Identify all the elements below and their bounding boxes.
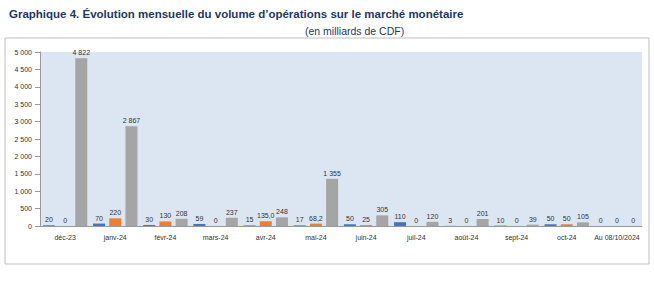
svg-text:39: 39 [529,216,537,223]
svg-text:2 000: 2 000 [14,153,32,160]
svg-text:0: 0 [28,223,32,230]
svg-text:237: 237 [226,209,238,216]
svg-text:0: 0 [414,217,418,224]
svg-text:59: 59 [195,215,203,222]
svg-text:juin-24: juin-24 [355,234,377,242]
svg-text:sept-24: sept-24 [505,234,528,242]
svg-text:0: 0 [464,217,468,224]
svg-text:20: 20 [45,216,53,223]
svg-text:mars-24: mars-24 [203,234,229,241]
svg-text:oct-24: oct-24 [557,234,577,241]
svg-text:5 000: 5 000 [14,49,32,56]
svg-text:4 822: 4 822 [73,49,91,56]
svg-text:3 500: 3 500 [14,101,32,108]
svg-text:220: 220 [109,209,121,216]
svg-text:105: 105 [577,213,589,220]
svg-text:135,0: 135,0 [257,212,275,219]
svg-text:208: 208 [176,210,188,217]
svg-text:1 355: 1 355 [323,170,341,177]
svg-text:4 500: 4 500 [14,66,32,73]
svg-text:500: 500 [20,205,32,212]
svg-text:0: 0 [214,217,218,224]
svg-text:2 500: 2 500 [14,136,32,143]
svg-text:déc-23: déc-23 [54,234,76,241]
svg-text:Graphique 4. Évolution mensuel: Graphique 4. Évolution mensuelle du volu… [9,8,463,20]
svg-text:70: 70 [95,215,103,222]
svg-text:Au 08/10/2024: Au 08/10/2024 [594,234,640,241]
svg-text:févr-24: févr-24 [155,234,177,241]
svg-text:1 000: 1 000 [14,188,32,195]
svg-text:305: 305 [376,206,388,213]
svg-text:25: 25 [362,216,370,223]
svg-text:120: 120 [427,213,439,220]
svg-text:15: 15 [246,216,254,223]
svg-text:4 000: 4 000 [14,83,32,90]
svg-text:0: 0 [515,217,519,224]
svg-text:(en milliards de CDF): (en milliards de CDF) [305,25,404,37]
svg-text:17: 17 [296,216,304,223]
svg-text:0: 0 [631,217,635,224]
svg-text:50: 50 [563,215,571,222]
svg-text:3 000: 3 000 [14,118,32,125]
svg-text:50: 50 [547,215,555,222]
svg-text:0: 0 [599,217,603,224]
svg-text:68,2: 68,2 [309,215,323,222]
svg-text:3: 3 [448,217,452,224]
svg-text:juil-24: juil-24 [406,234,426,242]
svg-text:août-24: août-24 [455,234,479,241]
svg-text:janv-24: janv-24 [103,234,127,242]
svg-text:130: 130 [160,212,172,219]
svg-text:50: 50 [346,215,354,222]
svg-text:0: 0 [615,217,619,224]
svg-text:0: 0 [63,217,67,224]
svg-text:mai-24: mai-24 [305,234,327,241]
svg-text:201: 201 [477,210,489,217]
svg-text:30: 30 [145,216,153,223]
svg-text:1 500: 1 500 [14,170,32,177]
svg-text:avr-24: avr-24 [256,234,276,241]
svg-text:110: 110 [394,213,405,220]
svg-text:248: 248 [276,208,288,215]
svg-text:10: 10 [496,217,504,224]
svg-text:2 867: 2 867 [123,117,141,124]
